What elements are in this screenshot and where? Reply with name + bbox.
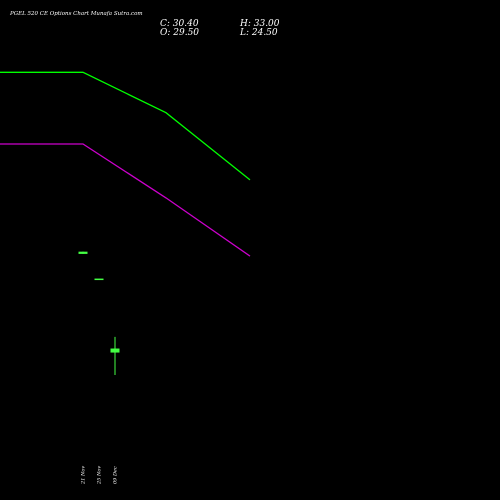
upper-band-line bbox=[0, 71, 251, 181]
low-value: L: 24.50 bbox=[240, 28, 278, 38]
candle-body bbox=[94, 278, 104, 281]
x-tick-label: 21 Nov bbox=[81, 466, 87, 485]
candle-body bbox=[78, 251, 88, 254]
candle-body bbox=[110, 348, 120, 353]
close-value: C: 30.40 bbox=[160, 19, 199, 29]
candle-25-nov bbox=[94, 278, 104, 281]
band-lines bbox=[0, 71, 251, 257]
chart-title: PGEL 520 CE Options Chart Munafa Sutra.c… bbox=[10, 11, 143, 17]
open-value: O: 29.50 bbox=[160, 28, 200, 38]
x-tick-label: 25 Nov bbox=[97, 466, 103, 485]
x-axis-ticks: 21 Nov 25 Nov 09 Dec bbox=[81, 466, 119, 485]
x-tick-label: 09 Dec bbox=[113, 466, 119, 484]
watermark-text: Sutra.com bbox=[113, 11, 143, 17]
candles bbox=[78, 251, 120, 375]
lower-band-line bbox=[0, 143, 251, 257]
candle-21-nov bbox=[78, 251, 88, 254]
high-value: H: 33.00 bbox=[240, 19, 280, 29]
chart-title-text: PGEL 520 CE Options Chart Munafa bbox=[10, 11, 114, 17]
candle-09-dec bbox=[110, 336, 120, 375]
